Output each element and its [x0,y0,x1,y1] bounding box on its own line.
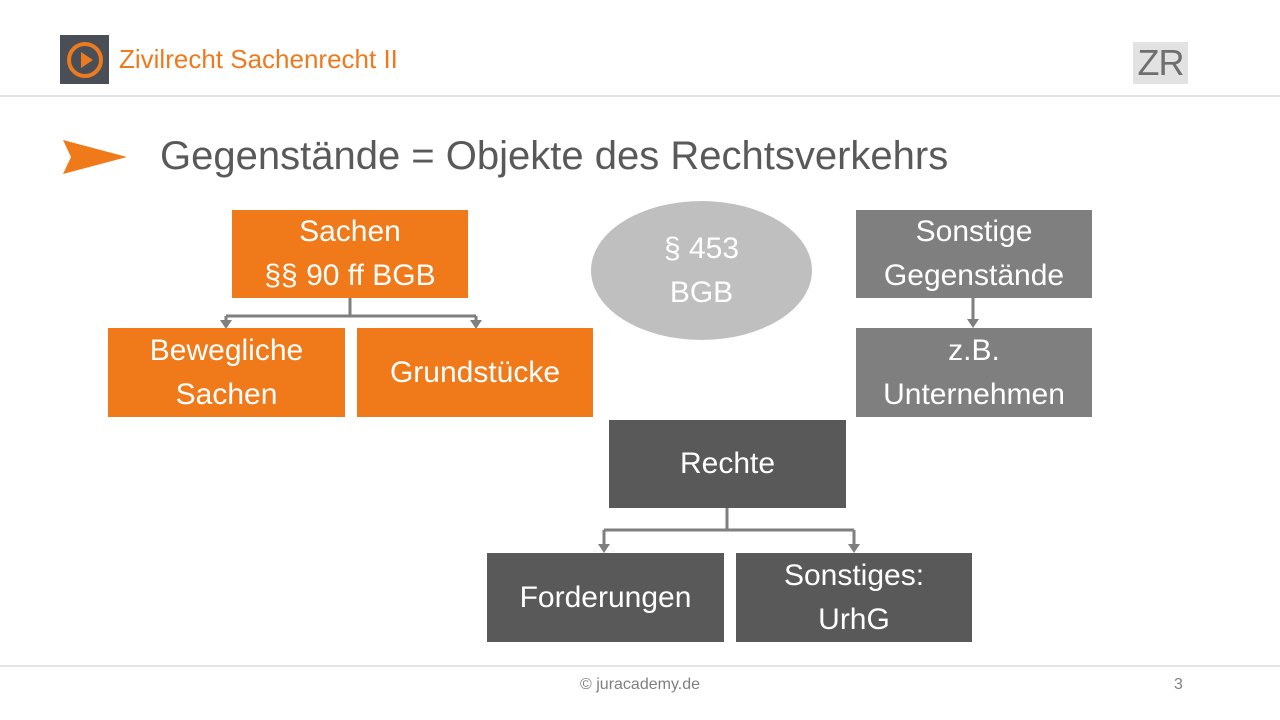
node-grundstuecke: Grundstücke [357,328,593,417]
course-title: Zivilrecht Sachenrecht II [119,44,398,74]
header-divider [0,95,1280,97]
slide-headline: Gegenstände = Objekte des Rechtsverkehrs [160,134,949,178]
node-sonstiges-urhg: Sonstiges: UrhG [736,553,972,642]
page-number: 3 [1174,676,1183,693]
pointer-arrow-icon [63,140,127,174]
footer-divider [0,665,1280,667]
node-forderungen: Forderungen [487,553,724,642]
course-badge: ZR [1133,42,1188,84]
node-bewegliche-sachen: Bewegliche Sachen [108,328,345,417]
slide-header: Zivilrecht Sachenrecht II ZR [0,0,1280,96]
node-unternehmen: z.B. Unternehmen [856,328,1092,417]
node-rechte: Rechte [609,420,846,508]
node-sachen: Sachen §§ 90 ff BGB [232,210,468,298]
play-icon [66,41,103,78]
footer-copyright: © juracademy.de [580,676,700,693]
node-sonstige-gegenstaende: Sonstige Gegenstände [856,210,1092,298]
logo [60,35,109,84]
node-paragraph-453: § 453 BGB [591,201,812,340]
